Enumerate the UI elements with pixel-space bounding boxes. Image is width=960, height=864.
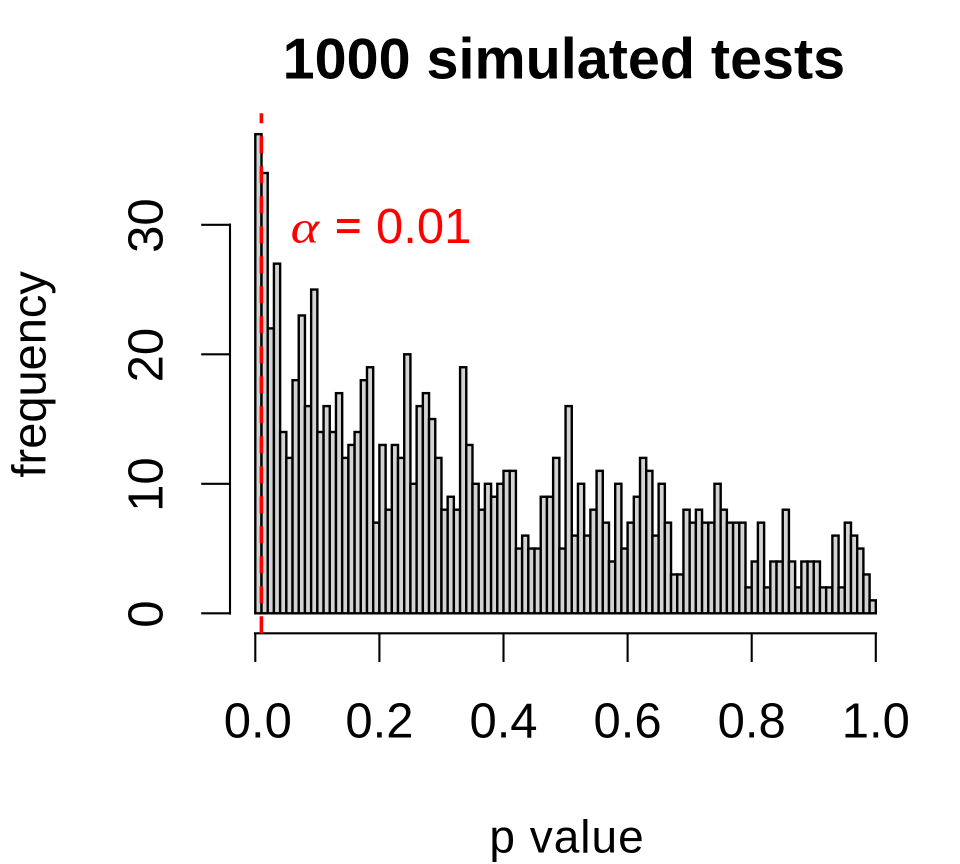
svg-text:α: α xyxy=(291,202,321,253)
svg-text:0.0: 0.0 xyxy=(224,695,292,749)
svg-text:20: 20 xyxy=(119,328,173,383)
svg-text:0.8: 0.8 xyxy=(718,695,786,749)
svg-text:p value: p value xyxy=(489,810,644,862)
svg-text:0.4: 0.4 xyxy=(469,695,537,749)
svg-text:10: 10 xyxy=(119,457,173,512)
svg-text:0.2: 0.2 xyxy=(345,695,413,749)
svg-text:30: 30 xyxy=(119,198,173,253)
svg-text:0.01: 0.01 xyxy=(376,200,471,254)
svg-text:1.0: 1.0 xyxy=(842,695,910,749)
svg-text:frequency: frequency xyxy=(3,271,56,478)
svg-text:0: 0 xyxy=(119,600,173,627)
svg-text:1000 simulated tests: 1000 simulated tests xyxy=(283,28,846,92)
svg-text:0.6: 0.6 xyxy=(594,695,662,749)
